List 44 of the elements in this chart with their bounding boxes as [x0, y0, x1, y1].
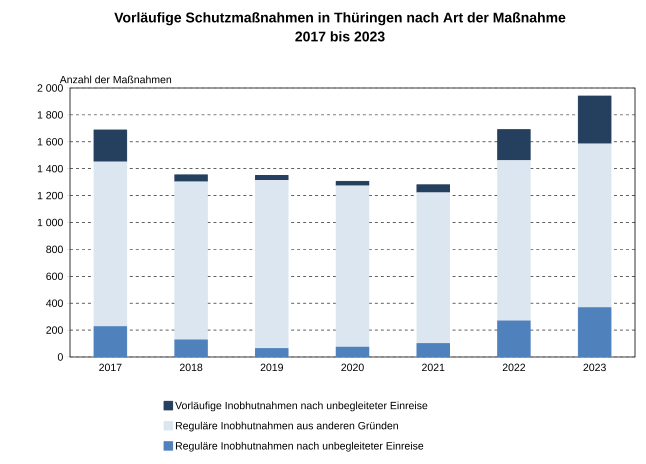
x-tick-label: 2022 — [502, 364, 526, 372]
bar — [578, 143, 612, 308]
bar — [497, 160, 531, 322]
bar — [336, 180, 370, 186]
y-tick-label: 1 000 — [38, 218, 63, 226]
y-tick-label: 1 600 — [38, 138, 63, 146]
bar — [255, 180, 289, 349]
y-axis-title: Anzahl der Maßnahmen — [60, 76, 172, 84]
bar — [497, 320, 531, 357]
bar — [416, 192, 450, 344]
bar — [416, 184, 450, 193]
x-tick-label: 2020 — [341, 364, 364, 372]
legend-label: Reguläre Inobhutnahmen nach unbegleiteter Einreise — [176, 442, 424, 452]
y-tick-label: 400 — [46, 299, 63, 307]
bar — [578, 307, 612, 357]
bar — [94, 130, 128, 162]
x-tick-label: 2018 — [180, 364, 202, 372]
bar — [94, 326, 128, 357]
y-tick-label: 1 800 — [38, 111, 63, 119]
y-tick-label: 0 — [58, 353, 63, 361]
bar — [578, 96, 612, 144]
bar — [416, 343, 450, 357]
bar — [497, 129, 531, 161]
bar — [174, 181, 208, 340]
x-tick-label: 2019 — [260, 364, 283, 372]
y-tick-label: 1 400 — [38, 164, 63, 172]
bar — [255, 348, 289, 357]
y-tick-label: 200 — [46, 326, 63, 334]
bar — [255, 175, 289, 180]
bar — [94, 161, 128, 327]
bar — [174, 174, 208, 182]
y-tick-label: 600 — [46, 272, 63, 280]
x-tick-label: 2021 — [422, 364, 444, 372]
x-tick-label: 2023 — [584, 364, 606, 372]
bar — [174, 340, 208, 357]
chart-title: Vorläufige Schutzmaßnahmen in Thüringen nach Art der Maßnahme 2017 bis 2023 — [114, 12, 566, 42]
y-tick-label: 800 — [46, 246, 63, 254]
legend-label: Reguläre Inobhutnahmen aus anderen Gründen — [176, 422, 398, 432]
bar — [336, 185, 370, 348]
x-tick-label: 2017 — [99, 364, 122, 372]
legend-label: Vorläufige Inobhutnahmen nach unbegleiteter Einreise — [175, 402, 428, 412]
y-tick-label: 2 000 — [38, 84, 63, 92]
y-tick-label: 1 200 — [38, 192, 63, 200]
bar — [336, 346, 370, 357]
